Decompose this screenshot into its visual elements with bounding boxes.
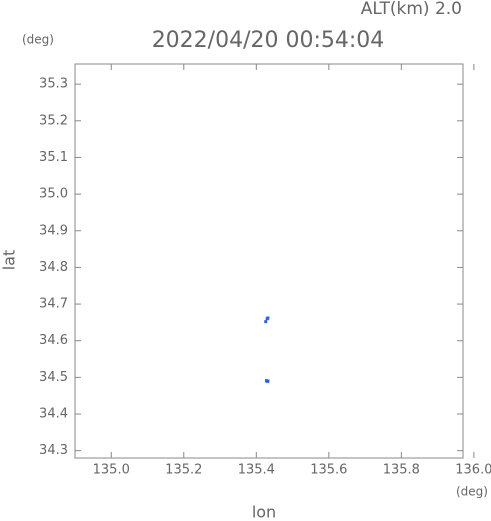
- y-tick-label: 34.8: [39, 260, 68, 275]
- y-label: lat: [0, 250, 19, 271]
- x-unit: (deg): [456, 485, 488, 499]
- x-tick-label: 136.0: [455, 463, 491, 478]
- y-tick-label: 35.3: [39, 77, 68, 92]
- y-tick-label: 34.5: [39, 370, 68, 385]
- x-label: lon: [252, 503, 276, 521]
- x-tick-label: 135.6: [310, 463, 347, 478]
- y-tick-label: 34.4: [39, 407, 68, 422]
- y-tick-label: 34.3: [39, 443, 68, 458]
- y-tick-label: 34.6: [39, 333, 68, 348]
- point: [266, 316, 270, 320]
- plot-frame: [74, 63, 464, 459]
- y-tick-label: 34.7: [39, 297, 68, 312]
- y-tick-label: 35.1: [39, 150, 68, 165]
- x-tick-label: 135.0: [93, 463, 130, 478]
- point: [266, 379, 270, 383]
- y-tick-label: 34.9: [39, 223, 68, 238]
- altitude-label: ALT(km) 2.0: [361, 0, 462, 19]
- y-tick-label: 35.2: [39, 113, 68, 128]
- x-tick-label: 135.4: [238, 463, 275, 478]
- x-tick-label: 135.2: [165, 463, 202, 478]
- x-tick-label: 135.8: [383, 463, 420, 478]
- y-tick-label: 35.0: [39, 187, 68, 202]
- chart-title: 2022/04/20 00:54:04: [152, 28, 385, 53]
- point: [264, 320, 268, 324]
- y-unit: (deg): [22, 33, 54, 47]
